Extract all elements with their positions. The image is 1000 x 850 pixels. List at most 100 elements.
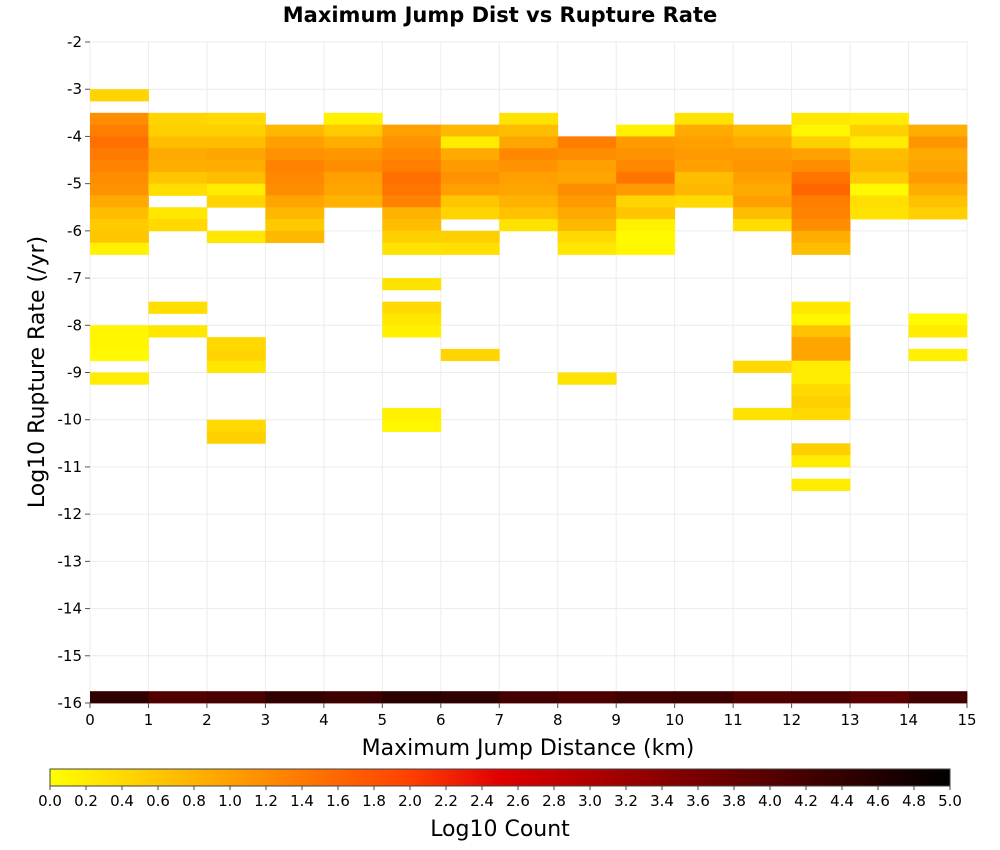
heatmap-cell [323, 136, 383, 149]
heatmap-cell [850, 691, 909, 704]
heatmap-cell [382, 325, 442, 338]
heatmap-cell [557, 207, 617, 220]
x-tick-label: 2 [202, 711, 212, 729]
heatmap-cell [90, 136, 149, 149]
heatmap-cell [265, 195, 325, 208]
heatmap-cell [733, 360, 792, 373]
heatmap-cell [674, 124, 734, 137]
x-tick-label: 12 [782, 711, 801, 729]
y-tick-label: -15 [58, 647, 83, 665]
heatmap-cell [382, 171, 442, 185]
heatmap-cell [791, 301, 851, 314]
heatmap-cell [616, 124, 676, 137]
heatmap-cell [382, 407, 442, 421]
heatmap-cell [499, 136, 559, 149]
heatmap-cell [382, 278, 442, 291]
heatmap-cell [499, 124, 559, 137]
y-axis-label: Log10 Rupture Rate (/yr) [25, 236, 50, 508]
colorbar-tick-label: 2.6 [506, 792, 530, 810]
heatmap-cell [148, 325, 208, 338]
heatmap-cell [733, 407, 792, 421]
heatmap-cell [148, 301, 208, 314]
colorbar-label: Log10 Count [430, 817, 570, 842]
heatmap-cell [323, 112, 383, 126]
y-tick-label: -9 [67, 364, 82, 382]
heatmap-cell [440, 183, 500, 196]
x-tick-label: 15 [957, 711, 976, 729]
heatmap-cell [90, 691, 149, 704]
colorbar-tick-label: 2.8 [542, 792, 566, 810]
heatmap-cell [908, 325, 968, 338]
heatmap-cell [206, 136, 266, 149]
heatmap-cell [265, 124, 325, 137]
heatmap-cell [557, 219, 617, 232]
x-tick-label: 1 [144, 711, 154, 729]
y-tick-label: -5 [67, 175, 82, 193]
heatmap-cell [206, 691, 266, 704]
colorbar-tick-label: 2.0 [398, 792, 422, 810]
heatmap-cell [616, 219, 676, 232]
heatmap-cell [616, 242, 676, 255]
heatmap-cell [733, 124, 792, 137]
heatmap-cell [616, 195, 676, 208]
heatmap-cell [206, 419, 266, 432]
heatmap-cell [557, 183, 617, 196]
heatmap-cell [616, 207, 676, 220]
heatmap-cell [382, 136, 442, 149]
heatmap-cell [382, 691, 442, 704]
heatmap-cell [791, 455, 851, 468]
heatmap-cell [791, 478, 851, 491]
heatmap-cell [908, 171, 968, 185]
heatmap-cell [90, 160, 149, 173]
heatmap-cell [206, 183, 266, 196]
heatmap-cell [206, 124, 266, 137]
heatmap-cell [791, 325, 851, 338]
heatmap-cell [908, 160, 968, 173]
heatmap-cell [90, 219, 149, 232]
heatmap-cell [791, 372, 851, 385]
heatmap-cell [265, 183, 325, 196]
heatmap-cell [499, 112, 559, 126]
colorbar-tick-label: 3.6 [686, 792, 710, 810]
heatmap-cell [440, 230, 500, 244]
heatmap-cell [499, 195, 559, 208]
colorbar-tick-label: 4.4 [830, 792, 854, 810]
colorbar-tick-label: 4.0 [758, 792, 782, 810]
heatmap-cell [791, 396, 851, 409]
heatmap-cell [791, 443, 851, 456]
heatmap-cell [323, 195, 383, 208]
heatmap-cell [206, 148, 266, 161]
y-tick-label: -16 [58, 694, 83, 712]
heatmap-cell [148, 183, 208, 196]
x-tick-label: 6 [436, 711, 446, 729]
x-tick-label: 10 [665, 711, 684, 729]
heatmap-cell [265, 691, 325, 704]
heatmap-cell [382, 160, 442, 173]
heatmap-cell [148, 219, 208, 232]
x-tick-label: 7 [494, 711, 504, 729]
heatmap-cell [148, 207, 208, 220]
heatmap-cell [616, 230, 676, 244]
heatmap-cell [908, 183, 968, 196]
heatmap-cell [206, 337, 266, 350]
x-tick-label: 5 [378, 711, 388, 729]
x-tick-label: 14 [899, 711, 918, 729]
heatmap-cell [908, 136, 968, 149]
y-tick-label: -12 [58, 505, 83, 523]
heatmap-cell [90, 183, 149, 196]
x-axis-ticks: 0 1 2 3 4 5 6 7 8 9 10 11 12 13 14 15 [85, 703, 977, 729]
y-tick-label: -14 [58, 600, 83, 618]
heatmap-cell [499, 219, 559, 232]
y-tick-label: -10 [58, 411, 83, 429]
heatmap-cell [850, 112, 909, 126]
colorbar-tick-label: 3.8 [722, 792, 746, 810]
heatmap-cell [791, 242, 851, 255]
heatmap-cell [148, 171, 208, 185]
heatmap-cell [908, 348, 968, 362]
heatmap-cell [908, 207, 968, 220]
heatmap-cell [674, 136, 734, 149]
heatmap-cell [323, 183, 383, 196]
colorbar-tick-label: 5.0 [938, 792, 962, 810]
colorbar-tick-label: 4.8 [902, 792, 926, 810]
heatmap-cell [733, 183, 792, 196]
